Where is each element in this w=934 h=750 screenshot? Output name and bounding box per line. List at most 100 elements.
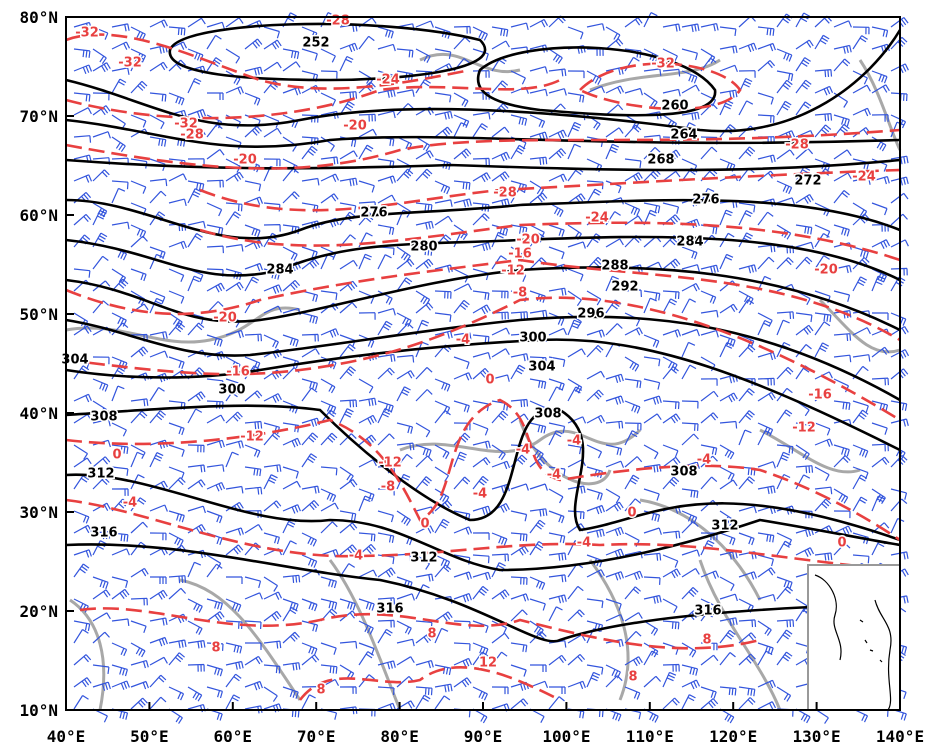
wind-barb [244, 486, 263, 495]
wind-barb [453, 92, 469, 108]
wind-barb [111, 532, 129, 542]
wind-barb [491, 532, 508, 546]
wind-barb [339, 466, 354, 483]
wind-barb [206, 34, 222, 50]
wind-barb [73, 457, 92, 468]
wind-barb [700, 654, 719, 666]
wind-barb [852, 474, 868, 490]
wind-barb [738, 100, 754, 116]
wind-barb [73, 654, 92, 666]
wind-barb [301, 333, 319, 342]
wind-barb [662, 298, 678, 314]
wind-barb [263, 464, 282, 473]
wind-barb [282, 606, 298, 622]
wind-barb [207, 92, 224, 100]
wind-barb [738, 632, 757, 644]
wind-barb [301, 378, 318, 391]
wind-barb [605, 708, 622, 722]
temperature-label: -32 [75, 26, 99, 41]
wind-barb [529, 519, 546, 534]
wind-barb [377, 224, 395, 235]
temperature-contours [65, 33, 901, 702]
temperature-label: 0 [112, 448, 121, 463]
wind-barb [187, 391, 206, 402]
wind-barb [548, 202, 564, 218]
wind-barb [263, 393, 282, 403]
wind-barb [282, 574, 301, 583]
wind-barb [567, 143, 582, 160]
wind-barb [548, 606, 563, 622]
wind-barb [871, 346, 890, 358]
wind-barb [719, 550, 738, 560]
wind-barb [681, 341, 696, 358]
wind-barb [605, 395, 624, 405]
wind-barb [263, 474, 278, 490]
wind-barb [92, 612, 111, 622]
wind-barb [776, 366, 794, 380]
wind-barb [662, 48, 678, 63]
wind-barb [92, 418, 111, 427]
temperature-label: 8 [702, 633, 711, 648]
wind-barb [339, 408, 354, 424]
wind-barb [586, 290, 602, 306]
wind-barb [738, 653, 756, 666]
wind-barb [776, 149, 795, 160]
wind-barb [719, 26, 737, 36]
wind-barb [529, 88, 548, 97]
wind-barb [719, 652, 736, 666]
temperature-label: -4 [516, 443, 530, 458]
wind-barb [263, 284, 283, 294]
temperature-label: -28 [326, 14, 350, 29]
wind-barb [814, 466, 830, 482]
wind-barb [757, 256, 775, 270]
wind-barb [871, 223, 889, 232]
temperature-label: -28 [180, 128, 204, 143]
x-tick-label: 50°E [130, 727, 169, 746]
wind-barb [833, 114, 850, 127]
wind-barb [586, 329, 605, 338]
wind-barb [776, 651, 793, 666]
wind-barb [111, 385, 125, 402]
wind-barb [130, 26, 146, 41]
wind-barb [757, 461, 776, 469]
wind-barb [890, 400, 908, 411]
height-label: 300 [519, 331, 546, 346]
wind-barb [187, 620, 203, 635]
wind-barb [510, 413, 529, 424]
height-label: 272 [794, 174, 821, 189]
wind-barb [168, 587, 187, 600]
wind-barb [472, 111, 491, 120]
wind-barb [757, 391, 776, 402]
wind-barb [73, 92, 91, 102]
wind-barb [548, 246, 565, 260]
wind-barb [491, 40, 510, 50]
wind-barb [738, 532, 755, 546]
contour-line [65, 128, 901, 170]
wind-barb [301, 694, 316, 710]
wind-barb [92, 356, 110, 365]
height-label: 276 [692, 193, 719, 208]
wind-barb [396, 510, 411, 526]
wind-barb [833, 290, 851, 302]
wind-barb [73, 21, 92, 31]
wind-barb [757, 650, 773, 666]
wind-barb [890, 454, 908, 468]
wind-barb [814, 69, 833, 78]
wind-barb [719, 374, 738, 384]
temperature-label: 8 [316, 683, 325, 698]
wind-barb [73, 325, 92, 336]
wind-barb [206, 563, 223, 578]
contour-line [199, 168, 901, 212]
wind-barb [301, 26, 318, 40]
temperature-label: -32 [118, 56, 142, 71]
wind-barb [149, 253, 164, 270]
wind-barb [453, 25, 471, 34]
wind-barb [339, 640, 358, 649]
wind-barb [586, 309, 605, 319]
wind-barb [415, 302, 434, 314]
wind-barb [491, 126, 510, 138]
wind-barb [833, 123, 850, 138]
wind-barb [244, 262, 263, 272]
wind-barb [719, 708, 735, 724]
wind-barb [149, 178, 168, 187]
